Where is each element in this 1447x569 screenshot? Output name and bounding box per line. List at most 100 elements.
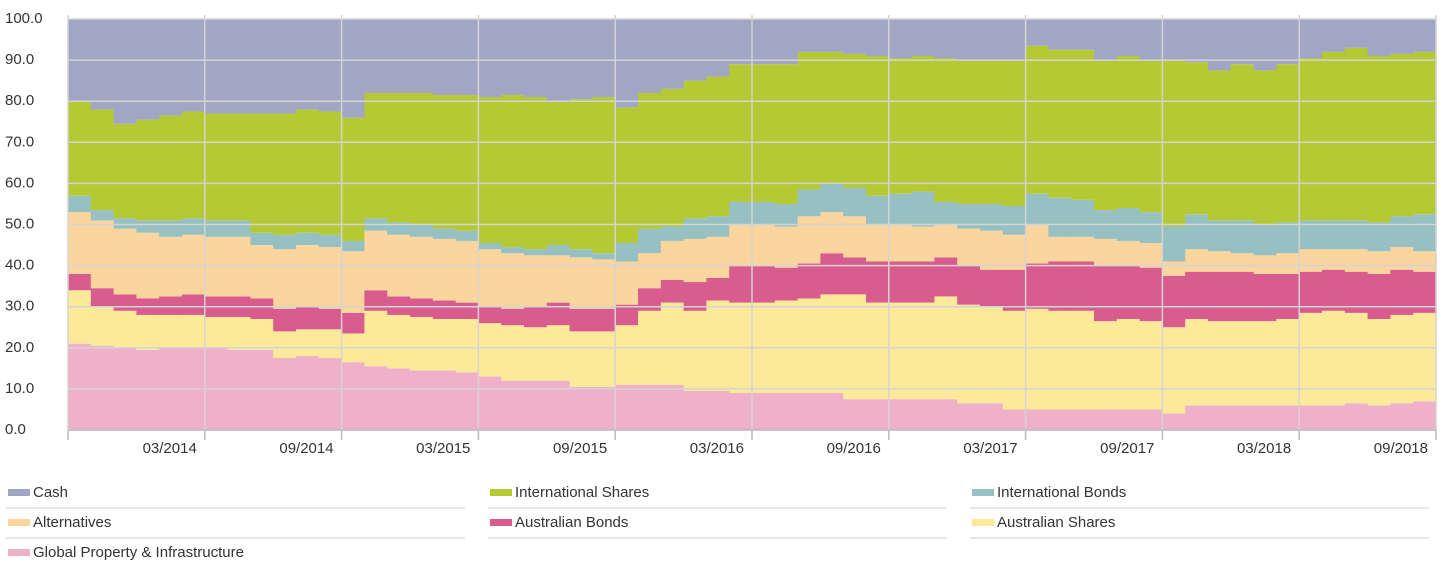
area-step xyxy=(1094,409,1118,430)
area-step xyxy=(364,19,388,93)
x-tick-label: 09/2014 xyxy=(279,440,333,457)
area-step xyxy=(774,267,799,301)
area-step xyxy=(1276,319,1300,406)
area-step xyxy=(843,187,867,217)
area-step xyxy=(980,60,1004,204)
area-step xyxy=(1322,405,1346,430)
area-step xyxy=(1276,64,1300,223)
area-step xyxy=(524,19,548,98)
area-step xyxy=(204,113,229,221)
area-step xyxy=(1139,212,1163,243)
area-step xyxy=(980,19,1004,61)
area-step xyxy=(866,19,890,56)
area-step xyxy=(1344,47,1369,221)
area-step xyxy=(273,249,297,309)
area-step xyxy=(546,380,571,430)
area-step xyxy=(227,220,251,237)
area-step xyxy=(1162,275,1186,328)
area-step xyxy=(478,306,502,324)
area-step xyxy=(1116,240,1141,266)
area-step xyxy=(706,300,730,391)
area-step xyxy=(843,53,867,188)
area-step xyxy=(1048,19,1072,50)
area-step xyxy=(387,368,411,430)
area-step xyxy=(820,253,844,295)
area-step xyxy=(615,242,639,262)
area-step xyxy=(957,203,981,229)
area-step xyxy=(1413,401,1437,430)
area-step xyxy=(1002,310,1027,410)
area-step xyxy=(729,265,753,303)
area-step xyxy=(1322,19,1346,52)
area-step xyxy=(934,58,958,202)
area-step xyxy=(1344,19,1369,48)
area-step xyxy=(820,51,844,184)
area-step xyxy=(364,366,388,430)
area-step xyxy=(1322,51,1346,221)
area-step xyxy=(1230,19,1255,65)
area-step xyxy=(706,19,730,77)
area-step xyxy=(501,19,525,96)
y-tick-label: 70.0 xyxy=(5,133,34,150)
area-step xyxy=(1344,249,1369,272)
area-step xyxy=(683,282,707,311)
y-tick-label: 100.0 xyxy=(5,10,43,27)
area-step xyxy=(1322,249,1346,270)
area-step xyxy=(410,19,434,93)
area-step xyxy=(752,393,776,430)
area-step xyxy=(888,193,913,225)
area-step xyxy=(1139,19,1163,61)
area-step xyxy=(706,76,730,217)
area-step xyxy=(250,349,274,430)
area-step xyxy=(911,19,935,56)
y-tick-label: 90.0 xyxy=(5,51,34,68)
area-step xyxy=(227,316,251,350)
area-step xyxy=(1299,19,1323,59)
area-step xyxy=(1048,197,1072,237)
area-step xyxy=(501,308,525,326)
y-tick-label: 40.0 xyxy=(5,257,34,274)
area-step xyxy=(90,306,115,346)
area-step xyxy=(1139,60,1163,213)
area-step xyxy=(90,345,115,430)
area-step xyxy=(866,55,890,196)
area-step xyxy=(683,390,707,430)
area-step xyxy=(638,384,662,430)
area-step xyxy=(432,370,457,430)
area-step xyxy=(455,240,479,303)
area-step xyxy=(318,308,343,330)
area-step xyxy=(911,226,935,262)
area-step xyxy=(1344,271,1369,313)
area-step xyxy=(1139,409,1163,430)
area-step xyxy=(615,325,639,385)
area-step xyxy=(1253,255,1277,274)
area-step xyxy=(182,234,206,295)
area-step xyxy=(706,277,730,301)
area-step xyxy=(980,403,1004,430)
area-step xyxy=(432,19,457,96)
area-step xyxy=(569,331,593,387)
area-step xyxy=(888,58,913,194)
area-step xyxy=(683,310,707,391)
area-step xyxy=(1002,19,1027,61)
area-step xyxy=(1253,224,1277,256)
area-step xyxy=(683,238,707,283)
area-step xyxy=(615,107,639,243)
area-step xyxy=(1390,269,1414,315)
area-step xyxy=(159,19,183,116)
area-step xyxy=(524,97,548,250)
area-step xyxy=(341,240,365,252)
area-step xyxy=(136,220,160,233)
area-step xyxy=(957,304,981,404)
area-step xyxy=(888,261,913,303)
legend-swatch xyxy=(972,489,994,496)
area-step xyxy=(1094,238,1118,266)
area-step xyxy=(1048,49,1072,198)
area-step xyxy=(888,19,913,59)
area-step xyxy=(1048,236,1072,262)
area-step xyxy=(1367,222,1391,252)
area-step xyxy=(1208,251,1232,272)
area-step xyxy=(1299,271,1323,313)
area-step xyxy=(1002,206,1027,235)
area-step xyxy=(1390,247,1414,270)
